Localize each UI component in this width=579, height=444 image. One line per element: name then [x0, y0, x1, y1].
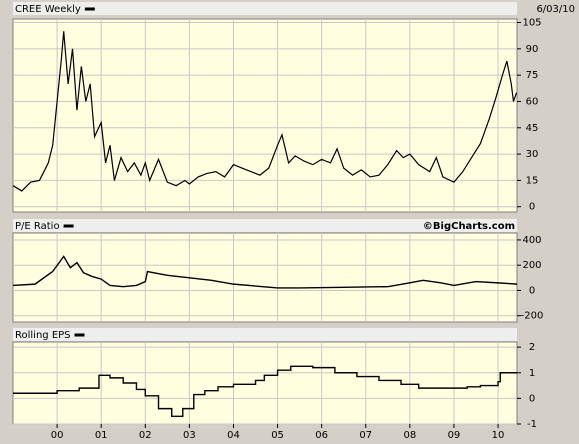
x-tick-label: 10: [492, 430, 505, 441]
x-tick-label: 03: [183, 430, 196, 441]
plot-area: [12, 232, 518, 323]
y-tick-label: 90: [526, 44, 539, 55]
x-tick-label: 08: [403, 430, 416, 441]
legend-label: CREE Weekly: [15, 4, 81, 15]
y-tick-label: 200: [522, 260, 541, 271]
y-tick-label: 45: [526, 123, 539, 134]
y-tick-label: 15: [526, 175, 539, 186]
y-tick-label: 60: [526, 96, 539, 107]
plot-area: [12, 18, 518, 213]
y-tick-label: -1: [527, 419, 537, 430]
data-line: [12, 31, 518, 192]
y-tick-label: 30: [526, 149, 539, 160]
header-bar: [13, 219, 517, 232]
x-tick-label: 05: [271, 430, 284, 441]
header-bar: [13, 328, 517, 341]
header-bar: [13, 2, 517, 15]
y-tick-label: 0: [529, 202, 535, 213]
data-line: [13, 365, 517, 418]
y-tick-label: 105: [522, 18, 541, 29]
legend-label: P/E Ratio: [15, 221, 60, 232]
legend-label: Rolling EPS: [15, 330, 71, 341]
plot-area: [12, 341, 518, 425]
data-line: [12, 255, 518, 289]
x-tick-label: 06: [315, 430, 328, 441]
y-tick-label: 2: [529, 342, 535, 353]
y-tick-label: 75: [526, 70, 539, 81]
x-tick-label: 02: [139, 430, 152, 441]
y-tick-label: 400: [522, 235, 541, 246]
annotation: ©BigCharts.com: [423, 221, 515, 232]
y-tick-label: 0: [529, 285, 535, 296]
x-tick-label: 09: [448, 430, 461, 441]
x-tick-label: 00: [51, 430, 64, 441]
annotation: 6/03/10: [536, 4, 575, 15]
y-tick-label: 0: [529, 393, 535, 404]
y-tick-label: 1: [529, 368, 535, 379]
x-tick-label: 07: [359, 430, 372, 441]
x-tick-label: 01: [95, 430, 108, 441]
y-tick-label: -200: [521, 311, 544, 322]
x-tick-label: 04: [227, 430, 240, 441]
